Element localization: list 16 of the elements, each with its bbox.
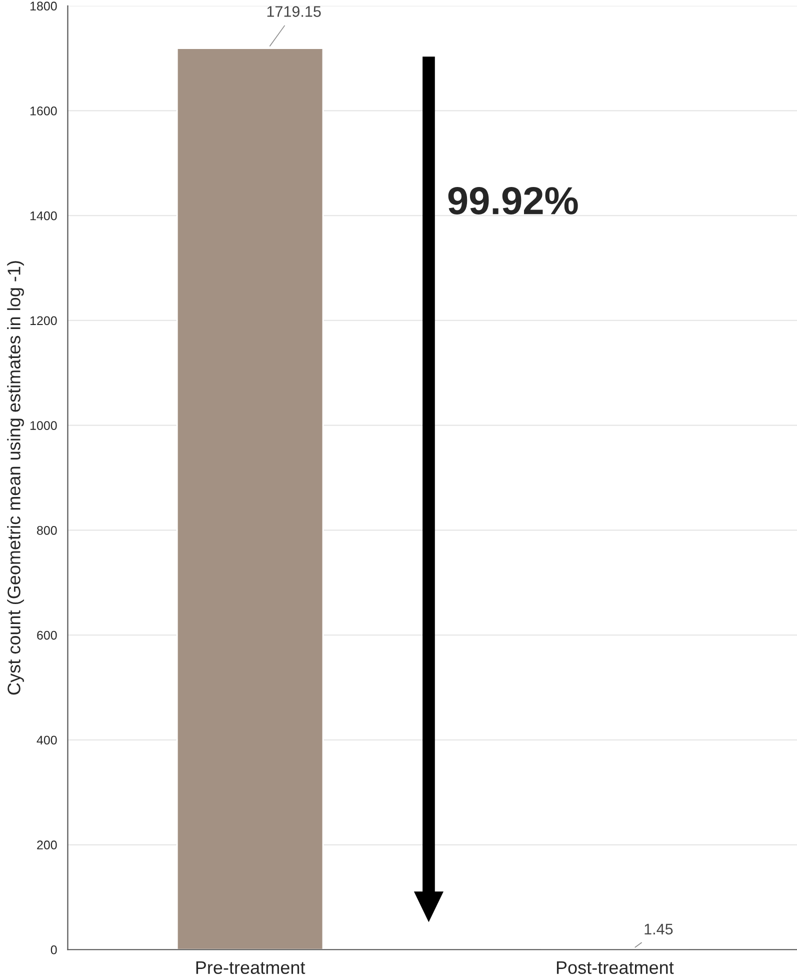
data-label: 1719.15 bbox=[267, 6, 321, 17]
y-tick-label: 1000 bbox=[30, 421, 57, 430]
y-tick-label: 0 bbox=[50, 945, 57, 954]
y-tick-label: 1200 bbox=[30, 316, 57, 326]
x-tick-label: Post-treatment bbox=[556, 961, 674, 974]
y-tick-label: 1600 bbox=[30, 106, 57, 116]
annotation: 99.92% bbox=[448, 186, 578, 215]
x-tick-label: Pre-treatment bbox=[196, 961, 306, 974]
y-tick-label: 200 bbox=[37, 840, 57, 850]
y-tick-label: 600 bbox=[37, 630, 57, 640]
y-tick-label: 1800 bbox=[30, 2, 57, 11]
data-label: 1.45 bbox=[644, 924, 673, 935]
y-axis-title: Cyst count (Geometric mean using estimates in log -1) bbox=[7, 261, 24, 695]
y-tick-label: 400 bbox=[36, 736, 57, 745]
y-tick-label: 1400 bbox=[30, 211, 57, 220]
y-tick-label: 800 bbox=[37, 526, 57, 535]
